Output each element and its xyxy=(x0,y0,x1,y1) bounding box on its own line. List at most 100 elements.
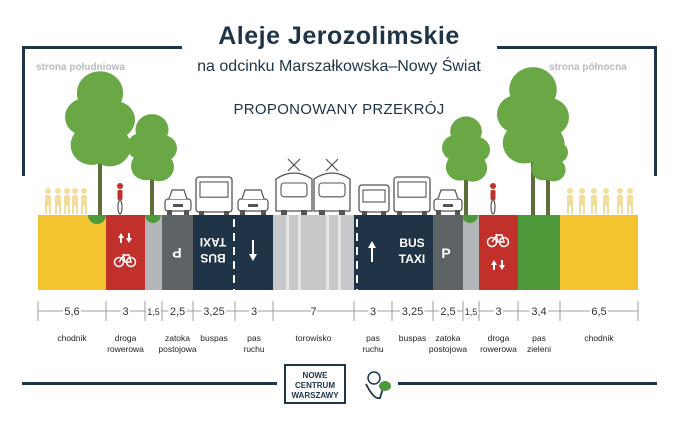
arrow-head xyxy=(368,241,376,248)
pedestrian-icon xyxy=(627,188,633,214)
strip-9 xyxy=(433,215,463,290)
body xyxy=(72,195,78,206)
leg xyxy=(603,205,605,214)
frame-top-left xyxy=(22,46,182,49)
body xyxy=(45,195,51,206)
leg xyxy=(571,205,573,214)
windshield xyxy=(280,182,308,198)
shaft xyxy=(501,260,503,265)
strip-0 xyxy=(38,215,106,290)
tram-rail-3 xyxy=(338,215,341,290)
strip-11 xyxy=(479,215,518,290)
tyre xyxy=(261,210,266,215)
body xyxy=(579,195,585,206)
body xyxy=(55,195,61,206)
page-subtitle: na odcinku Marszałkowska–Nowy Świat xyxy=(197,58,481,75)
wheel xyxy=(486,236,498,248)
frame-right xyxy=(654,46,657,176)
strip-13 xyxy=(560,215,638,290)
pedestrian-icon xyxy=(72,188,78,214)
plate xyxy=(443,204,453,207)
tyre xyxy=(381,211,386,215)
cabin xyxy=(241,189,265,200)
strip-width-label: 3 xyxy=(495,306,501,318)
frame xyxy=(491,233,505,243)
mascot-body xyxy=(365,383,384,400)
bus-icon xyxy=(393,176,431,215)
tyre xyxy=(167,210,172,215)
frame-left xyxy=(22,46,25,176)
body xyxy=(195,176,233,213)
leg xyxy=(64,205,66,214)
tram-rail-0 xyxy=(286,215,289,290)
frame-bottom-left xyxy=(22,382,277,385)
strip-name-label: postojowa xyxy=(429,344,468,354)
pantograph xyxy=(287,158,301,172)
leaf-cluster xyxy=(535,141,561,166)
head xyxy=(617,188,623,194)
strip-name-label: droga xyxy=(115,333,137,343)
double-arrow-icon xyxy=(491,260,505,270)
leg xyxy=(579,205,581,214)
lane-dash-0 xyxy=(233,233,235,241)
leg xyxy=(621,205,623,214)
ncw-logo-line2: CENTRUM xyxy=(295,381,335,390)
strip-width-label: 1,5 xyxy=(465,307,478,317)
leg xyxy=(68,205,70,214)
lane-dash-0 xyxy=(233,261,235,269)
leg xyxy=(631,205,633,214)
shaft xyxy=(128,233,130,238)
bus-icon xyxy=(195,176,233,215)
cyclist-icon xyxy=(117,183,123,215)
leg xyxy=(627,205,629,214)
van-icon xyxy=(358,184,390,215)
leg xyxy=(583,205,585,214)
plate xyxy=(248,204,258,207)
leaf-cluster xyxy=(77,99,123,143)
pedestrian-icon xyxy=(591,188,597,214)
trunk xyxy=(150,170,154,215)
body xyxy=(617,195,623,206)
body xyxy=(81,195,87,206)
pedestrian-icon xyxy=(617,188,623,214)
leg xyxy=(617,205,619,214)
trunk xyxy=(546,173,550,215)
leg xyxy=(76,205,78,214)
leg xyxy=(595,205,597,214)
strip-2 xyxy=(145,215,162,290)
leg xyxy=(607,205,609,214)
strip-4 xyxy=(193,215,235,290)
pantograph xyxy=(325,158,339,172)
tree-icon xyxy=(127,114,177,215)
leaf-cluster xyxy=(136,134,168,165)
tree-icon xyxy=(528,122,568,215)
body xyxy=(603,195,609,206)
cabin xyxy=(437,189,459,200)
double-arrow-icon xyxy=(118,233,132,243)
head xyxy=(55,188,61,194)
arrow-down-icon xyxy=(249,240,257,261)
shaft xyxy=(493,265,495,270)
strip-name-label: droga xyxy=(488,333,510,343)
taxi-mark-right: TAXI xyxy=(399,252,425,266)
strip-name-label: torowisko xyxy=(296,333,332,343)
leg xyxy=(49,205,51,214)
lane-dash-1 xyxy=(356,275,358,283)
wheel xyxy=(113,256,125,268)
mascot-head xyxy=(367,371,381,385)
tyre xyxy=(436,210,441,215)
leg xyxy=(59,205,61,214)
strip-name-label: zatoka xyxy=(435,333,460,343)
pedestrian-icon xyxy=(45,188,51,214)
bus-mark-right: BUS xyxy=(399,236,424,250)
strip-width-label: 5,6 xyxy=(64,306,79,318)
body xyxy=(64,195,70,206)
leg xyxy=(591,205,593,214)
pedestrian-icon xyxy=(64,188,70,214)
strip-name-label: ruchu xyxy=(243,344,265,354)
head xyxy=(117,183,123,189)
wheel xyxy=(301,210,307,215)
side-label-north: strona północna xyxy=(549,62,627,73)
strip-name-label: pas xyxy=(366,333,380,343)
